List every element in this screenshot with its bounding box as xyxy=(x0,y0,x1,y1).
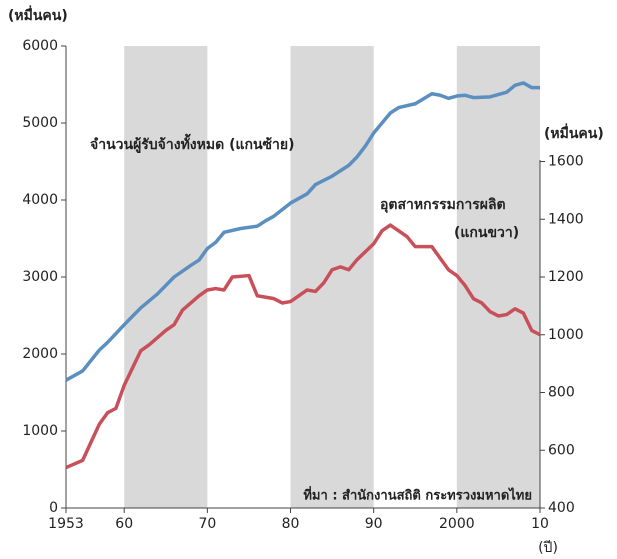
shaded-period xyxy=(456,46,540,508)
shaded-period xyxy=(290,46,374,508)
annotation: (แกนขวา) xyxy=(454,225,519,241)
y-tick-label: 4000 xyxy=(22,192,58,208)
y2-tick-label: 600 xyxy=(548,442,575,458)
x-tick-label: 1953 xyxy=(48,516,84,532)
y-tick-label: 5000 xyxy=(22,115,58,131)
x-tick-label: 2000 xyxy=(439,516,475,532)
annotation: อุตสาหกรรมการผลิต xyxy=(380,197,506,213)
y-tick-label: 6000 xyxy=(22,38,58,54)
y2-tick-label: 400 xyxy=(548,500,575,516)
y-tick-label: 0 xyxy=(49,500,58,516)
y2-tick-label: 1200 xyxy=(548,269,584,285)
x-tick-label: 60 xyxy=(115,516,133,532)
series-line xyxy=(65,81,540,382)
annotation: จำนวนผู้รับจ้างทั้งหมด (แกนซ้าย) xyxy=(90,133,295,153)
y2-tick-label: 1400 xyxy=(548,211,584,227)
source: ที่มา : สำนักงานสถิติ กระทรวงมหาดไทย xyxy=(303,486,532,504)
series-line xyxy=(65,223,541,470)
y-tick-label: 1000 xyxy=(22,423,58,439)
x-unit-label: (ปี) xyxy=(538,540,558,556)
y2-unit-label: (หมื่นคน) xyxy=(544,123,604,142)
y2-tick-label: 1000 xyxy=(548,327,584,343)
shaded-period xyxy=(124,46,208,508)
x-tick-label: 70 xyxy=(198,516,216,532)
y-unit-label: (หมื่นคน) xyxy=(8,5,68,24)
y2-tick-label: 1600 xyxy=(548,154,584,170)
x-tick-label: 80 xyxy=(282,516,300,532)
x-tick-label: 90 xyxy=(365,516,383,532)
y-tick-label: 2000 xyxy=(22,346,58,362)
y2-tick-label: 800 xyxy=(548,385,575,401)
y-tick-label: 3000 xyxy=(22,269,58,285)
x-tick-label: 10 xyxy=(531,516,549,532)
